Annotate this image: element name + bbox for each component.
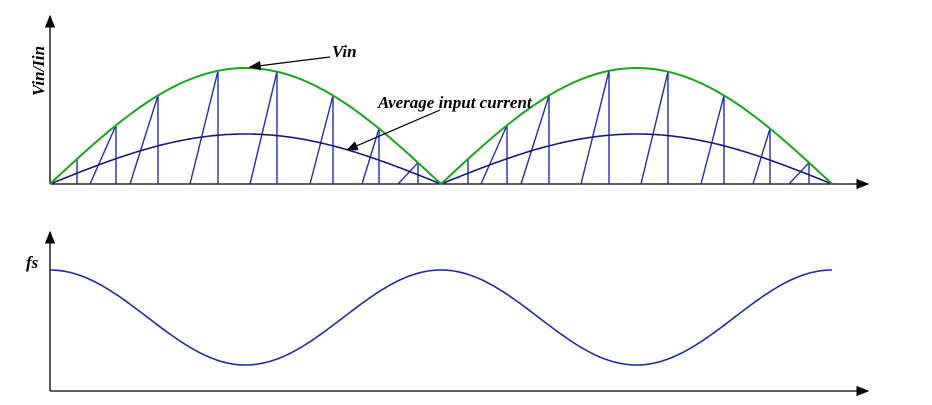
sawtooth-rise (640, 71, 669, 185)
bottom-axes (44, 230, 870, 397)
sawtooth-rise (309, 95, 334, 185)
sawtooth-rise (397, 162, 419, 185)
sawtooth-rise (480, 125, 508, 185)
average-current-curve (49, 133, 833, 185)
curves (49, 67, 833, 366)
sawtooth-rise (189, 70, 219, 185)
sawtooth-rise (700, 95, 725, 185)
sawtooth-rise (89, 125, 117, 185)
sawtooth-rise (129, 95, 159, 185)
vin-label: Vin (332, 42, 357, 61)
fs-curve (50, 269, 832, 366)
vin-arrow (248, 56, 331, 71)
y-axis-label-top: Vin/Iin (29, 46, 48, 96)
sawtooth-rise (520, 95, 550, 185)
sawtooth-rise (788, 162, 810, 185)
sawtooth-rise (580, 70, 610, 185)
vin-curve (49, 67, 833, 185)
average-label: Average input current (377, 93, 533, 112)
y-axis-label-bottom: fs (26, 253, 39, 272)
top-axes (44, 14, 870, 190)
sawtooth-rise (249, 71, 278, 185)
sawtooth-rise (752, 128, 771, 185)
average-arrow (345, 109, 441, 151)
